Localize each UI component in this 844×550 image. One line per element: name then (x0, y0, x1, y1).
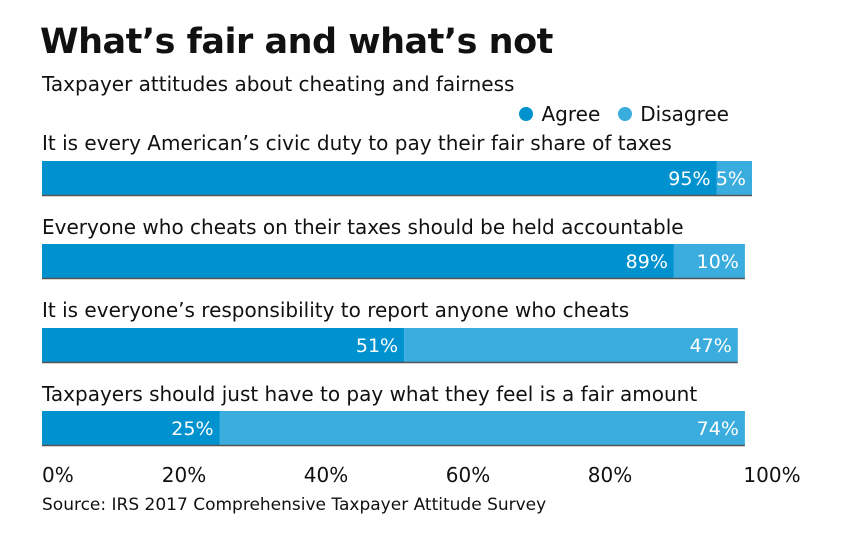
legend-agree-label: Agree (541, 102, 601, 126)
bar-disagree-1 (716, 161, 752, 195)
bar-agree-4 (42, 411, 220, 445)
x-tick-label: 20% (162, 463, 206, 487)
bar-agree-1 (42, 161, 717, 195)
bar-label-agree-4: 25% (171, 418, 213, 440)
category-label-4: Taxpayers should just have to pay what t… (42, 382, 698, 406)
legend-agree-swatch (519, 107, 534, 121)
legend-disagree: Disagree (618, 102, 729, 126)
bar-disagree-3 (404, 328, 738, 362)
legend-disagree-label: Disagree (640, 102, 729, 126)
x-tick-label: 80% (588, 463, 632, 487)
bar-label-disagree-2: 10% (697, 251, 739, 273)
bar-label-agree-1: 95% (668, 168, 710, 190)
category-label-3: It is everyone’s responsibility to repor… (42, 298, 630, 322)
bar-label-agree-2: 89% (626, 251, 668, 273)
category-label-2: Everyone who cheats on their taxes shoul… (42, 215, 684, 239)
x-tick-label: 60% (446, 463, 490, 487)
category-label-1: It is every American’s civic duty to pay… (42, 131, 672, 155)
bar-label-disagree-1: 5% (716, 168, 746, 190)
x-tick-label: 100% (743, 463, 800, 487)
bar-agree-2 (42, 244, 674, 278)
bar-label-disagree-3: 47% (690, 335, 732, 357)
bar-label-agree-3: 51% (356, 335, 398, 357)
bar-agree-3 (42, 328, 405, 362)
x-tick-label: 0% (42, 463, 74, 487)
legend-disagree-swatch (618, 107, 633, 121)
chart-subtitle: Taxpayer attitudes about cheating and fa… (42, 72, 515, 96)
legend-agree: Agree (519, 102, 600, 126)
bar-disagree-4 (219, 411, 745, 445)
legend: Agree Disagree (511, 102, 729, 126)
chart-title: What’s fair and what’s not (40, 22, 553, 62)
bar-disagree-2 (673, 244, 745, 278)
x-tick-label: 40% (304, 463, 348, 487)
bar-label-disagree-4: 74% (697, 418, 739, 440)
source-note: Source: IRS 2017 Comprehensive Taxpayer … (42, 495, 547, 515)
